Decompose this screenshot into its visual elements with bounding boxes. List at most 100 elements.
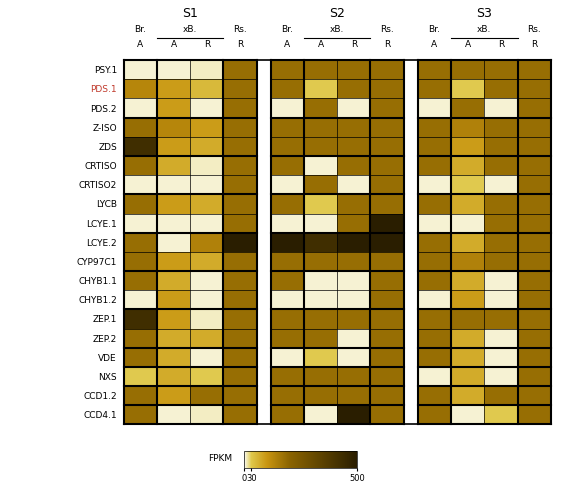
Bar [518,233,551,252]
Bar [418,80,451,99]
Bar [451,386,484,406]
Bar [451,214,484,233]
Bar [124,119,157,138]
Bar [451,329,484,348]
Bar [157,119,190,138]
Bar [304,195,337,214]
Bar [418,157,451,176]
Bar [418,386,451,406]
Bar [337,271,370,291]
Bar [418,291,451,310]
Bar [451,119,484,138]
Bar [451,80,484,99]
Bar [304,329,337,348]
Bar [370,61,404,80]
Bar [223,291,257,310]
Text: FPKM: FPKM [208,453,232,462]
Bar [518,61,551,80]
Bar [304,252,337,271]
Bar [190,195,223,214]
Bar [304,310,337,329]
Bar [190,157,223,176]
Bar [451,252,484,271]
Bar [223,386,257,406]
Bar [271,80,304,99]
Bar [271,329,304,348]
Bar [370,291,404,310]
Bar [304,271,337,291]
Bar [451,99,484,119]
Bar [271,138,304,157]
Bar [271,386,304,406]
Bar [337,214,370,233]
Text: Z-ISO: Z-ISO [92,123,117,132]
Bar [304,291,337,310]
Bar [484,214,518,233]
Bar [157,195,190,214]
Text: Br.: Br. [134,25,146,34]
Bar [518,119,551,138]
Bar [124,138,157,157]
Bar [518,271,551,291]
Bar [418,252,451,271]
Text: A: A [170,41,176,49]
Bar [484,367,518,386]
Bar [418,233,451,252]
Text: S2: S2 [329,7,345,20]
Text: Br.: Br. [282,25,293,34]
Bar [223,195,257,214]
Bar [124,176,157,195]
Bar [418,61,451,80]
Text: ZDS: ZDS [98,142,117,152]
Bar [304,233,337,252]
Bar [484,291,518,310]
Bar [418,310,451,329]
Bar [223,271,257,291]
Bar [370,80,404,99]
Text: A: A [431,41,437,49]
Bar [518,348,551,367]
Bar [223,329,257,348]
Bar [124,61,157,80]
Bar [370,406,404,425]
Bar [370,119,404,138]
Bar [124,195,157,214]
Bar [124,271,157,291]
Bar [271,233,304,252]
Bar [518,406,551,425]
Bar [271,367,304,386]
Text: CCD1.2: CCD1.2 [83,391,117,400]
Text: S1: S1 [182,7,198,20]
Bar [418,119,451,138]
Bar [484,99,518,119]
Bar [223,80,257,99]
Bar [223,99,257,119]
Bar [190,138,223,157]
Bar [157,406,190,425]
Bar [451,310,484,329]
Bar [190,61,223,80]
Bar [271,99,304,119]
Bar [337,386,370,406]
Bar [370,348,404,367]
Bar [124,406,157,425]
Text: A: A [465,41,471,49]
Bar [271,195,304,214]
Bar [223,367,257,386]
Bar [370,367,404,386]
Bar [337,291,370,310]
Bar [484,119,518,138]
Bar [190,367,223,386]
Bar [223,61,257,80]
Bar [518,157,551,176]
Bar [370,157,404,176]
Bar [157,157,190,176]
Bar [124,233,157,252]
Bar [370,271,404,291]
Text: Br.: Br. [428,25,440,34]
Bar [451,348,484,367]
Bar [337,138,370,157]
Text: A: A [284,41,291,49]
Bar [124,310,157,329]
Bar [337,329,370,348]
